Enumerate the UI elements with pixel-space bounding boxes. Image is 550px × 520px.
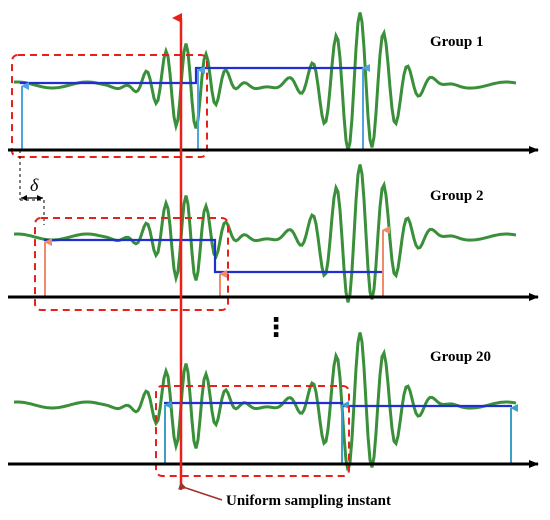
hold-line-group-1	[20, 66, 363, 85]
signal-wave-group-20	[13, 332, 517, 471]
group-1: Group 1	[8, 12, 539, 158]
hold-line-group-2	[44, 238, 383, 274]
group-label-2: Group 2	[430, 188, 484, 204]
delta-indicator: δ	[19, 150, 45, 225]
window-box-group-2	[34, 217, 229, 311]
delta-symbol: δ	[30, 175, 39, 195]
group-2: Group 2	[8, 164, 539, 311]
group-label-20: Group 20	[430, 349, 491, 365]
group-20: Group 20	[8, 332, 539, 477]
group-label-1: Group 1	[430, 34, 484, 50]
hold-line-group-20	[164, 401, 512, 408]
ellipsis-dots: ⋮	[263, 313, 289, 343]
window-box-group-20	[155, 385, 350, 477]
window-box-group-1	[11, 54, 208, 158]
signal-wave-group-2	[13, 164, 517, 303]
caption-text: Uniform sampling instant	[226, 493, 391, 509]
caption-pointer-arrow	[178, 481, 223, 501]
